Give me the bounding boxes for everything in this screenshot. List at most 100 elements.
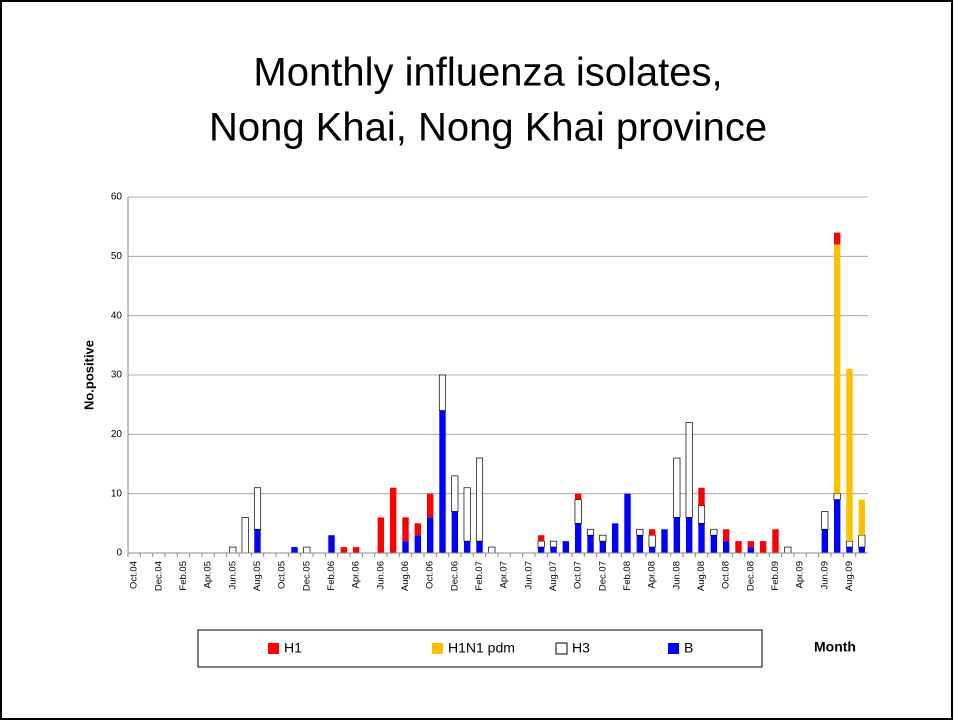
x-tick-label: Dec.06 [449,561,460,591]
bar-segment [697,505,706,524]
bar-segment [586,528,595,536]
bar-segment [833,499,841,553]
x-tick-label: Oct.08 [721,561,732,589]
bar-segment [673,457,681,518]
bar-segment [574,499,582,524]
y-tick-label: 40 [111,310,123,321]
x-tick-label: Dec.05 [301,561,312,591]
bar-segment [340,547,348,553]
x-tick-label: Aug.05 [252,561,263,591]
bar-segment [636,535,644,553]
bar-segment [821,529,829,553]
bar-segment [747,547,755,553]
x-tick-label: Apr.08 [647,561,658,588]
bar-segment [254,529,261,553]
bar-segment [673,517,681,553]
bar-segment [414,535,422,553]
bar-segment [229,546,237,554]
x-tick-label: Jun.09 [819,561,830,590]
bar-segment [537,535,545,542]
legend-label: H1 [284,640,302,656]
bar-segment [759,541,767,553]
bar-segment [735,541,742,553]
x-tick-label: Oct.07 [573,561,584,589]
x-tick-label: Feb.05 [178,561,189,591]
x-tick-label: Apr.07 [499,561,510,588]
bar-segment [648,547,656,553]
bar-segment [624,493,631,553]
bar-segment [303,546,311,554]
bar-segment [648,529,656,536]
bar-segment [611,523,619,553]
bar-segment [537,547,545,553]
bar-segment [253,487,262,530]
x-tick-label: Apr.06 [351,561,362,588]
x-tick-label: Feb.09 [770,561,781,591]
x-tick-label: Oct.04 [129,561,140,589]
x-tick-label: Apr.05 [203,561,214,588]
x-tick-label: Dec.07 [597,561,608,591]
bar-segment [747,541,755,548]
bar-segment [846,369,853,542]
bar-segment [241,517,249,554]
bar-segment [587,535,594,553]
x-tick-label: Jun.06 [375,561,386,590]
bar-segment [488,546,496,554]
x-tick-label: Dec.04 [153,561,164,591]
x-tick-label: Feb.08 [622,561,633,591]
bar-segment [685,422,693,518]
bar-segment [438,374,447,411]
bar-segment [550,547,557,553]
bar-segment [599,534,607,542]
y-tick-label: 30 [111,370,123,381]
y-axis-label: No.positive [81,340,96,410]
bar-segment [784,546,792,554]
legend-swatch [432,643,443,654]
bar-segment [858,534,866,548]
title-line: Nong Khai, Nong Khai province [209,106,767,150]
bar-segment [549,540,558,548]
bar-segment [845,540,854,548]
bar-segment [833,244,841,494]
x-tick-label: Aug.07 [548,561,559,591]
bar-segment [574,493,582,500]
bar-segment [562,541,570,553]
bar-segment [833,493,841,500]
x-tick-label: Jun.05 [227,561,238,590]
y-tick-label: 0 [116,548,122,559]
bar-segment [648,534,656,548]
bar-segment [821,511,829,530]
bar-segment [846,547,853,553]
bar-segment [685,517,693,553]
bar-segment [451,511,459,553]
bar-segment [661,529,668,553]
bar-segment [451,475,459,512]
x-tick-label: Jun.07 [523,561,534,590]
x-tick-label: Aug.09 [844,561,855,591]
bar-segment [352,547,360,553]
bar-segment [463,487,471,542]
legend-swatch [555,642,568,655]
bar-segment [722,541,730,553]
bar-segment [574,523,582,553]
bar-segment [426,517,434,553]
y-tick-label: 10 [111,488,123,499]
bar-segment [858,499,866,536]
bar-segment [710,528,718,536]
bar-segment [858,547,866,553]
legend-label: B [684,640,693,656]
bar-segment [698,523,705,553]
x-axis-label: Month [814,639,856,655]
title-line: Monthly influenza isolates, [253,51,722,95]
bar-segment [537,540,545,548]
x-tick-label: Oct.05 [277,561,288,589]
x-tick-label: Aug.06 [400,561,411,591]
y-tick-label: 60 [111,192,123,203]
x-tick-label: Apr.09 [795,561,806,588]
x-tick-label: Dec.08 [745,561,756,591]
bar-segment [772,529,779,553]
bar-segment [698,487,705,506]
